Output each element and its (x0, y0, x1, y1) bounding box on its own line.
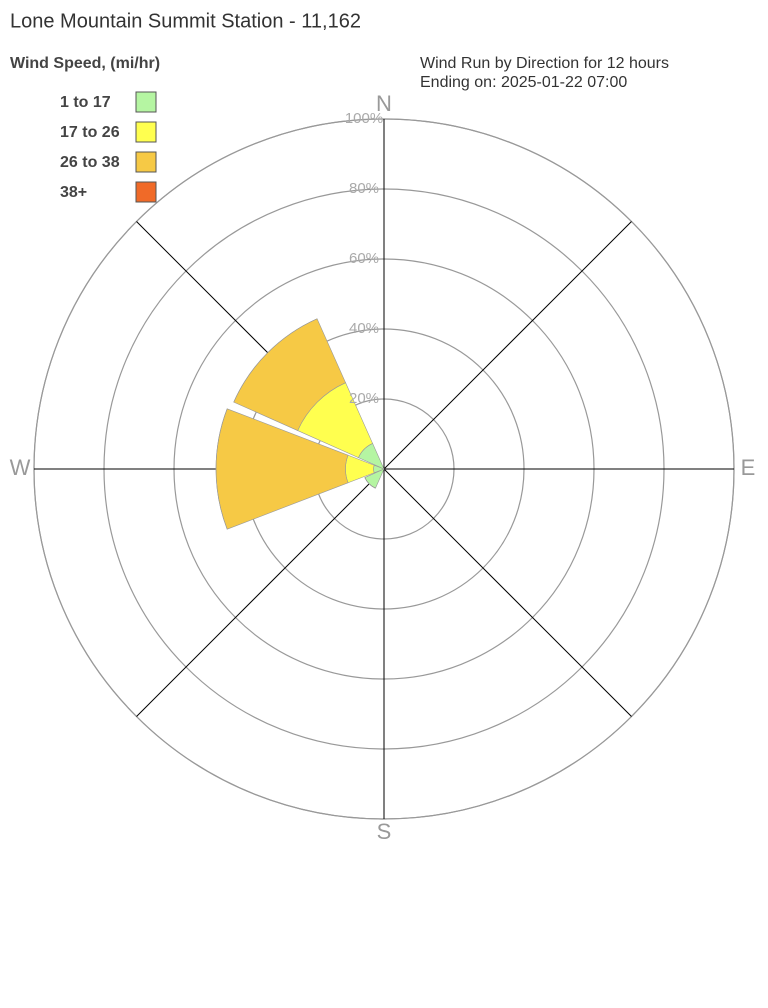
legend-swatch (135, 181, 157, 203)
legend-swatch (135, 151, 157, 173)
legend-label: 1 to 17 (60, 94, 111, 111)
subtitle: Ending on: 2025-01-22 07:00 (420, 74, 627, 91)
legend-swatch (135, 121, 157, 143)
direction-label: E (741, 455, 756, 480)
spoke (383, 221, 632, 470)
r-tick-label: 80% (349, 180, 379, 197)
chart-title: Lone Mountain Summit Station - 11,162 (10, 10, 361, 32)
subtitle: Wind Run by Direction for 12 hours (420, 55, 669, 72)
legend-title: Wind Speed, (mi/hr) (10, 55, 160, 72)
r-tick-label: 60% (349, 250, 379, 267)
sector (215, 408, 228, 530)
r-tick-label: 20% (349, 390, 379, 407)
legend-label: 26 to 38 (60, 154, 120, 171)
r-tick-label: 100% (345, 110, 383, 127)
legend-label: 38+ (60, 184, 87, 201)
direction-label: W (10, 455, 31, 480)
spoke (136, 468, 385, 717)
direction-label: N (376, 91, 392, 116)
legend-label: 17 to 26 (60, 124, 120, 141)
direction-label: S (377, 819, 392, 844)
r-tick-label: 40% (349, 320, 379, 337)
legend-swatch (135, 91, 157, 113)
spoke (383, 468, 632, 717)
